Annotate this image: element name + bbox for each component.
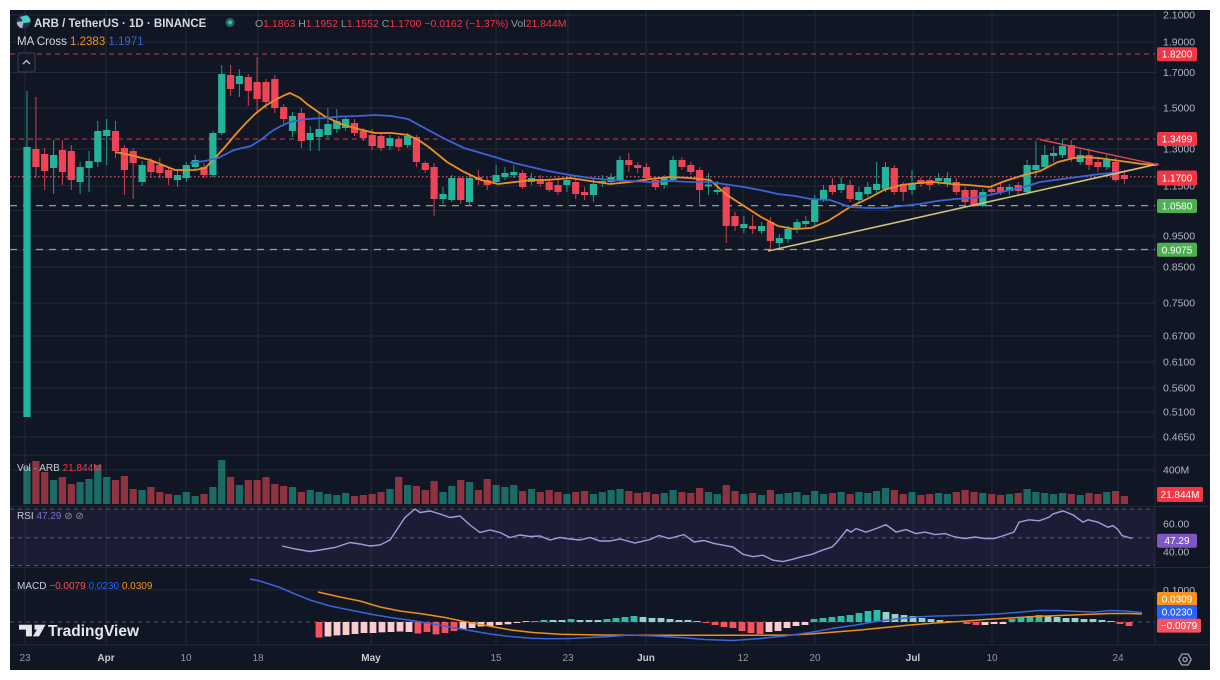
- svg-text:24: 24: [1112, 653, 1124, 664]
- svg-text:0.5600: 0.5600: [1163, 383, 1195, 395]
- svg-text:Apr: Apr: [97, 653, 114, 664]
- svg-text:Vol · ARB 21.844M: Vol · ARB 21.844M: [17, 463, 102, 474]
- svg-text:400M: 400M: [1163, 465, 1189, 477]
- svg-text:10: 10: [986, 653, 998, 664]
- svg-text:2.1000: 2.1000: [1163, 10, 1195, 22]
- svg-text:TradingView: TradingView: [48, 623, 140, 640]
- svg-text:O1.1863 H1.1952 L1.1552 C1.170: O1.1863 H1.1952 L1.1552 C1.1700 −0.0162 …: [255, 18, 508, 30]
- svg-text:ARB / TetherUS · 1D · BINANCE: ARB / TetherUS · 1D · BINANCE: [34, 18, 207, 30]
- svg-text:May: May: [361, 653, 381, 664]
- svg-text:1.3000: 1.3000: [1163, 144, 1195, 156]
- svg-text:60.00: 60.00: [1163, 518, 1189, 530]
- svg-text:1.3499: 1.3499: [1162, 135, 1193, 146]
- svg-text:Vol21.844M: Vol21.844M: [511, 18, 566, 30]
- svg-text:MACD −0.0079 0.0230 0.0309: MACD −0.0079 0.0230 0.0309: [17, 581, 153, 592]
- svg-text:Jun: Jun: [637, 653, 655, 664]
- svg-text:1.0580: 1.0580: [1162, 202, 1193, 213]
- svg-text:−0.0079: −0.0079: [1161, 621, 1198, 632]
- svg-text:10: 10: [180, 653, 192, 664]
- svg-text:0.6100: 0.6100: [1163, 357, 1195, 369]
- svg-text:1.1700: 1.1700: [1162, 174, 1193, 185]
- svg-text:0.9500: 0.9500: [1163, 231, 1195, 243]
- svg-text:1.9000: 1.9000: [1163, 37, 1195, 49]
- svg-text:1.5000: 1.5000: [1163, 103, 1195, 115]
- svg-text:15: 15: [490, 653, 502, 664]
- svg-text:1.8200: 1.8200: [1162, 50, 1193, 61]
- svg-text:23: 23: [562, 653, 574, 664]
- svg-text:MA Cross 1.2383 1.1971: MA Cross 1.2383 1.1971: [17, 36, 144, 48]
- svg-text:0.9075: 0.9075: [1162, 245, 1193, 256]
- svg-text:23: 23: [19, 653, 31, 664]
- svg-text:0.0230: 0.0230: [1162, 608, 1193, 619]
- svg-text:12: 12: [737, 653, 749, 664]
- svg-text:21.844M: 21.844M: [1161, 490, 1200, 501]
- svg-text:0.6700: 0.6700: [1163, 331, 1195, 343]
- svg-text:0.8500: 0.8500: [1163, 262, 1195, 274]
- svg-text:18: 18: [252, 653, 264, 664]
- svg-text:0.7500: 0.7500: [1163, 298, 1195, 310]
- svg-text:RSI 47.29 ⊘ ⊘: RSI 47.29 ⊘ ⊘: [17, 511, 84, 522]
- svg-text:47.29: 47.29: [1164, 536, 1189, 547]
- svg-text:0.0309: 0.0309: [1162, 595, 1193, 606]
- svg-text:0.4650: 0.4650: [1163, 432, 1195, 444]
- svg-text:40.00: 40.00: [1163, 546, 1189, 558]
- svg-text:20: 20: [809, 653, 821, 664]
- svg-text:Jul: Jul: [906, 653, 921, 664]
- svg-text:0.5100: 0.5100: [1163, 407, 1195, 419]
- svg-text:1.7000: 1.7000: [1163, 67, 1195, 79]
